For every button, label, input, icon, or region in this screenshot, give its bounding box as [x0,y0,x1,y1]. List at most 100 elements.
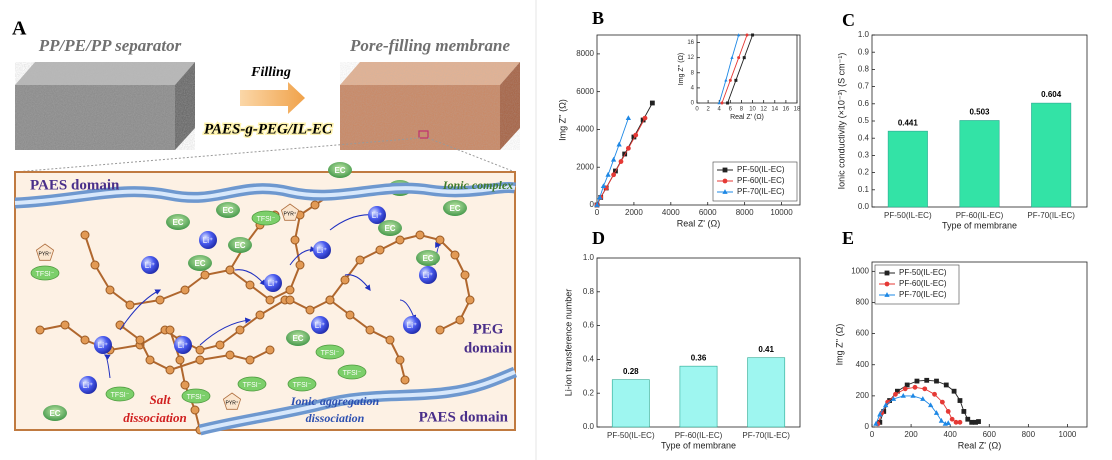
peg-unit [365,325,375,335]
y-tick-label: 4 [691,85,695,91]
li-ion [174,336,192,354]
marker [938,417,945,423]
tfsi-anion [181,388,211,404]
x-tick-label: 12 [760,107,767,113]
peg-unit [385,335,395,345]
marker [910,392,916,398]
y-tick-label: 0.8 [858,65,870,74]
peg-unit [340,275,350,285]
li-label: Li⁺ [178,341,188,350]
peg-unit [310,200,320,210]
legend-marker [884,292,890,297]
x-tick-label: 2 [706,107,710,113]
series-line [877,386,960,425]
marker [877,419,883,425]
y-tick-label: 6000 [576,87,594,96]
x-tick-label: 4000 [662,208,680,217]
x-tick-label: 8000 [736,208,754,217]
marker [934,378,939,384]
plot-frame [696,34,798,104]
x-axis-label: Type of membrane [661,441,736,451]
filling-arrow [240,82,305,114]
legend-label: PF-70(IL-EC) [899,290,947,299]
peg-chain [84,194,331,307]
y-axis-label: Ionic conductivity (×10⁻³) (S cm⁻¹) [836,53,846,190]
peg-unit [265,345,275,355]
li-ion [368,206,386,224]
peg-unit [465,295,475,305]
legend-marker [722,178,728,184]
marker [939,399,945,405]
li-label: Li⁺ [203,236,213,245]
y-tick-label: 0.2 [858,168,870,177]
x-tick-label: 400 [944,430,958,439]
peg-unit [80,230,90,240]
marker [610,156,617,162]
ec-label: EC [222,206,233,215]
bar [679,365,718,428]
peg-unit [145,355,155,365]
y-tick-label: 8 [691,70,695,76]
bar [611,379,650,428]
marker [742,56,746,60]
y-axis-label: Img Z'' (Ω) [557,99,567,141]
x-tick-label: PF-60(IL-EC) [956,211,1004,220]
ec-molecule [166,214,190,230]
series-line [879,379,979,423]
li-label: Li⁺ [407,321,417,330]
ec-label: EC [449,204,460,213]
membrane-title: Pore-filling membrane [349,36,511,55]
ec-label: EC [384,224,395,233]
marker [943,382,949,388]
peg-unit [155,295,165,305]
peg-unit [285,285,295,295]
marker [890,396,897,401]
separator-block [15,62,195,150]
peg-unit [305,305,315,315]
peg-unit [115,320,125,330]
domain-label: PAES domain [30,177,120,193]
marker [961,409,967,414]
separator-title: PP/PE/PP separator [38,36,182,55]
tfsi-label: TFSI⁻ [321,350,340,357]
peg-unit [225,350,235,360]
y-tick-label: 0 [590,200,595,209]
li-label: Li⁺ [315,321,325,330]
ec-molecule [443,200,467,216]
x-tick-label: 0 [870,430,875,439]
x-tick-label: 0 [695,107,699,113]
li-label: Li⁺ [98,341,108,350]
x-tick-label: 600 [983,430,997,439]
ec-label: EC [172,218,183,227]
peg-unit [295,260,305,270]
y-tick-label: 8000 [576,49,594,58]
legend-label: PF-60(IL-EC) [899,279,947,288]
x-tick-label: 6000 [699,208,717,217]
peg-unit [90,260,100,270]
peg-unit [135,335,145,345]
peg-unit [395,355,405,365]
marker [973,419,978,425]
li-ion [264,274,282,292]
arrow-label: PAES-g-PEG/IL-EC [204,121,333,137]
x-tick-label: PF-50(IL-EC) [607,431,655,440]
value-label: 0.604 [1041,90,1062,99]
peg-unit [245,355,255,365]
peg-unit [195,345,205,355]
marker [597,194,603,200]
series-line [727,34,754,104]
marker [745,33,749,37]
marker [618,159,624,164]
marker [932,391,937,397]
ec-label: EC [234,241,245,250]
marker [912,384,918,390]
marker [625,145,631,151]
peg-unit [235,325,245,335]
marker [922,386,928,392]
marker [720,101,724,105]
peg-unit [450,250,460,260]
peg-unit [215,340,225,350]
legend-marker [722,189,728,194]
peg-unit [255,310,265,320]
